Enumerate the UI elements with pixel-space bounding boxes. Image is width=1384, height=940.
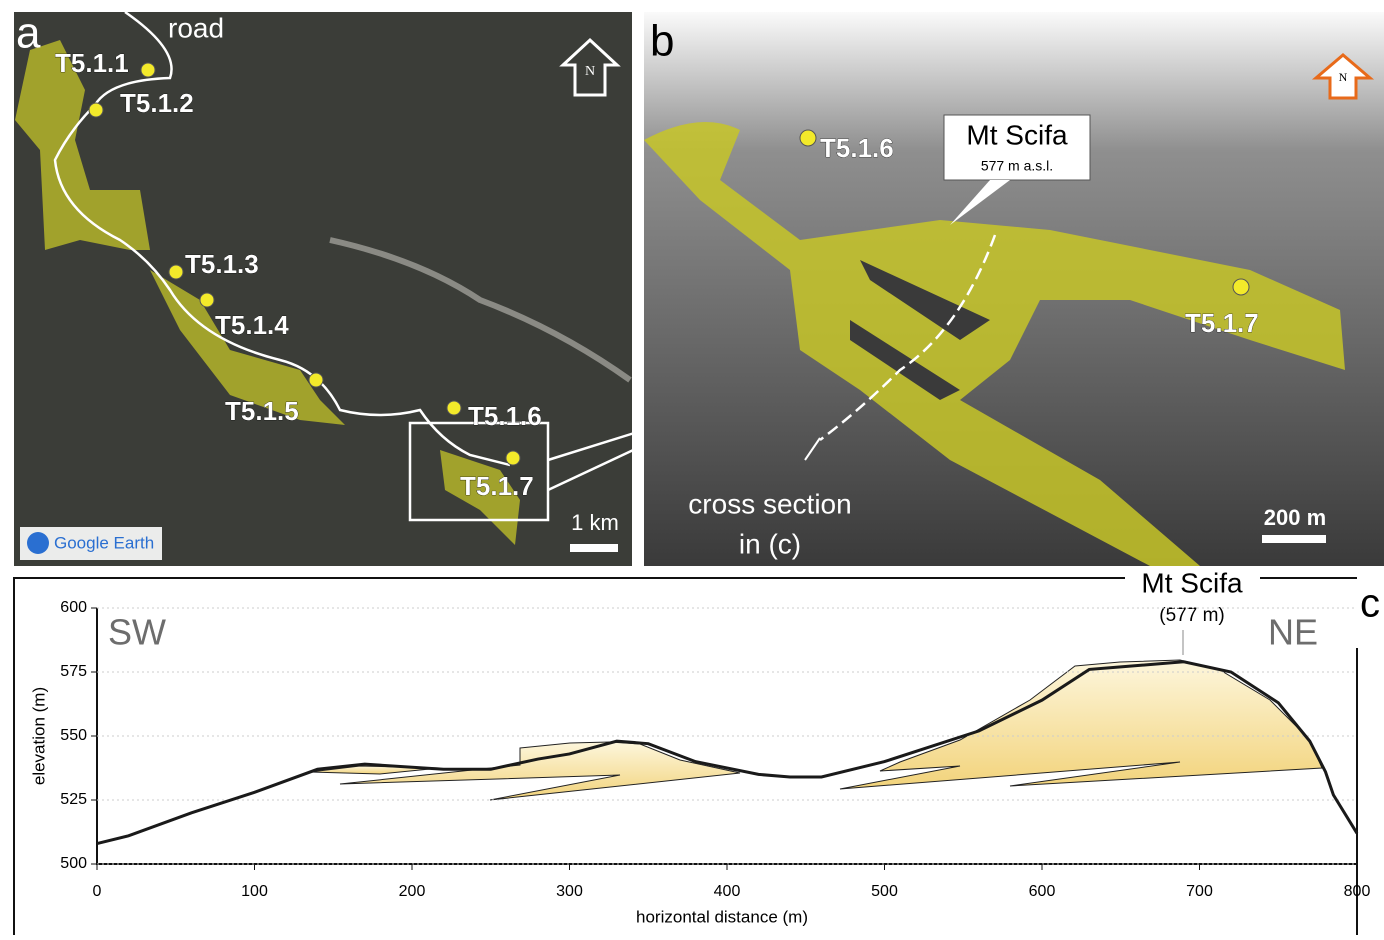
north-label: N [1339,70,1348,84]
y-axis-label: elevation (m) [29,687,48,785]
x-tick-label: 0 [93,883,102,900]
site-label: T5.1.6 [820,133,894,163]
site-label: T5.1.7 [1185,308,1259,338]
x-tick-label: 300 [556,883,583,900]
site-label: T5.1.5 [225,396,299,426]
logo-text: Google Earth [54,533,154,552]
panel-letter: a [16,9,41,58]
cross-section-label: cross section [688,488,851,519]
left-label: SW [108,612,166,653]
site-label: T5.1.1 [55,48,129,78]
y-tick-label: 600 [60,599,87,616]
x-tick-label: 500 [871,883,898,900]
panel-letter: b [650,17,674,66]
y-tick-label: 550 [60,727,87,744]
scale-label: 200 m [1264,505,1326,530]
x-tick-label: 600 [1029,883,1056,900]
x-tick-label: 200 [399,883,426,900]
peak-elevation: 577 m a.s.l. [981,158,1053,174]
scale-bar [570,544,618,552]
site-label: T5.1.4 [215,310,289,340]
logo-icon [27,532,49,554]
satellite-image [14,12,632,566]
x-tick-label: 400 [714,883,741,900]
panel-letter: c [1360,582,1380,626]
x-tick-label: 100 [241,883,268,900]
figure: a road N T5.1.1 T5.1.2 T5.1.3 T5.1.4 T5.… [0,0,1384,935]
site-label: T5.1.3 [185,249,259,279]
x-tick-label: 700 [1186,883,1213,900]
y-tick-label: 525 [60,791,87,808]
north-label: N [585,64,595,79]
panel-c: SW NE Mt Scifa (577 m) c horizontal dist… [14,567,1380,935]
site-label: T5.1.6 [468,401,542,431]
x-tick-label: 800 [1344,883,1371,900]
panel-b: b N Mt Scifa 577 m a.s.l. T5.1.6 T5.1.7 … [644,12,1384,566]
deposit [840,660,1322,789]
right-label: NE [1268,612,1318,653]
panel-a: a road N T5.1.1 T5.1.2 T5.1.3 T5.1.4 T5.… [14,9,740,566]
peak-name: Mt Scifa [966,119,1068,150]
road-label: road [168,12,224,43]
scale-bar [1262,535,1326,543]
peak-label: Mt Scifa [1141,567,1243,598]
y-tick-label: 500 [60,855,87,872]
site-label: T5.1.2 [120,88,194,118]
x-axis-label: horizontal distance (m) [636,907,808,926]
scale-label: 1 km [571,510,619,535]
y-tick-label: 575 [60,663,87,680]
site-label: T5.1.7 [460,471,534,501]
cross-section-label: in (c) [739,528,801,559]
